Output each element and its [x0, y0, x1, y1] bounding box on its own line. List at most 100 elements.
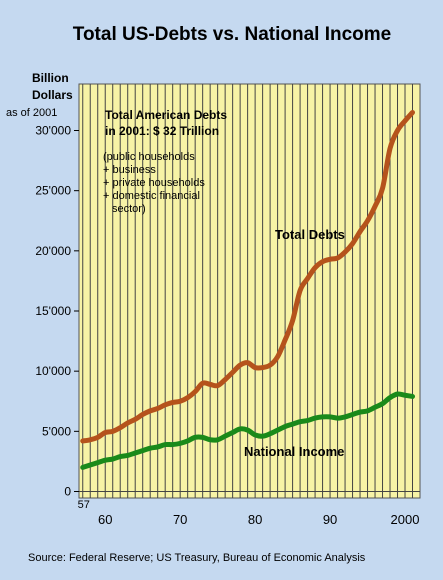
data-point — [111, 430, 114, 433]
data-point — [164, 443, 166, 446]
data-point — [111, 458, 114, 460]
data-point — [104, 459, 107, 462]
data-point — [374, 406, 376, 409]
data-point — [224, 435, 226, 437]
data-point — [359, 411, 361, 413]
series-label-total-debts: Total Debts — [275, 227, 345, 242]
annotation-component-4: + domestic financial — [103, 190, 200, 202]
data-point — [396, 393, 399, 395]
data-point — [194, 436, 196, 439]
data-point — [291, 319, 294, 322]
data-point — [216, 438, 219, 441]
data-point — [119, 455, 122, 458]
x-tick-label: 70 — [173, 512, 187, 527]
data-point — [291, 423, 294, 425]
data-point — [344, 251, 346, 253]
data-point — [329, 258, 331, 261]
data-point — [321, 260, 324, 263]
data-point — [299, 420, 301, 423]
data-point — [381, 187, 384, 190]
data-point — [261, 366, 264, 369]
series-group — [80, 109, 416, 470]
data-point — [81, 466, 84, 469]
x-tick-label: 60 — [98, 512, 112, 527]
series-label-national-income: National Income — [244, 444, 344, 459]
data-point — [404, 394, 406, 397]
data-point — [351, 413, 354, 416]
data-point — [374, 205, 376, 208]
data-point — [359, 230, 361, 233]
data-point — [306, 277, 309, 280]
data-point — [284, 425, 286, 428]
data-point — [396, 129, 399, 132]
data-point — [389, 396, 391, 399]
y-tick-label: 0 — [64, 485, 71, 499]
source-note: Source: Federal Reserve; US Treasury, Bu… — [28, 552, 366, 564]
data-point — [239, 428, 241, 430]
data-point — [89, 464, 92, 466]
data-point — [411, 111, 414, 114]
data-point — [179, 400, 181, 403]
data-point — [141, 413, 144, 416]
data-point — [321, 416, 324, 418]
data-point — [261, 435, 264, 437]
x-tick-label: 80 — [248, 512, 262, 527]
annotation-component-3: + private households — [103, 177, 205, 189]
data-point — [254, 434, 256, 436]
y-tick-label: 5'000 — [42, 424, 71, 438]
data-point — [381, 402, 384, 405]
data-point — [89, 438, 92, 441]
y-axis: 0 5'000 10'000 15'000 20'000 25'000 30'000 — [35, 124, 79, 499]
data-point — [336, 257, 339, 259]
x-tick-label: 57 — [78, 499, 90, 511]
y-tick-label: 25'000 — [35, 184, 71, 198]
data-point — [119, 426, 122, 429]
data-point — [366, 219, 369, 222]
data-point — [351, 242, 354, 245]
annotation-component-5: sector) — [112, 203, 146, 215]
data-point — [276, 429, 279, 431]
data-point — [411, 395, 414, 398]
y-tick-label: 20'000 — [35, 244, 71, 258]
annotation-component-2: + business — [103, 164, 156, 176]
annotation-box-line-2: in 2001: $ 32 Trillion — [105, 124, 219, 138]
y-axis-label-line-2: Dollars — [32, 88, 73, 102]
x-tick-label: 2000 — [391, 512, 420, 527]
data-point — [306, 419, 309, 422]
data-point — [329, 416, 331, 418]
data-point — [209, 383, 211, 386]
y-axis-label-line-1: Billion — [32, 71, 69, 85]
data-point — [134, 452, 137, 454]
data-point — [186, 396, 189, 399]
data-point — [231, 431, 234, 434]
data-point — [96, 461, 99, 464]
y-tick-label: 10'000 — [35, 364, 71, 378]
plot-area — [78, 83, 421, 499]
data-point — [201, 382, 204, 385]
annotation-component-1: (public households — [103, 151, 195, 163]
data-point — [246, 429, 249, 431]
data-point — [246, 361, 249, 364]
chart-title: Total US-Debts vs. National Income — [73, 24, 391, 45]
data-point — [314, 266, 316, 269]
data-point — [149, 410, 151, 412]
data-point — [126, 422, 129, 424]
data-point — [81, 440, 84, 442]
data-point — [171, 401, 174, 404]
data-point — [284, 339, 286, 341]
data-point — [276, 355, 279, 358]
data-point — [269, 432, 271, 435]
data-point — [201, 436, 204, 439]
data-point — [254, 366, 256, 369]
data-point — [344, 416, 346, 418]
y-axis-label-line-3: as of 2001 — [6, 107, 57, 119]
y-tick-label: 15'000 — [35, 304, 71, 318]
data-point — [156, 446, 159, 448]
data-point — [171, 443, 174, 446]
data-point — [156, 407, 159, 410]
data-point — [179, 442, 181, 445]
data-point — [186, 440, 189, 442]
data-point — [366, 410, 369, 412]
data-point — [231, 371, 234, 374]
